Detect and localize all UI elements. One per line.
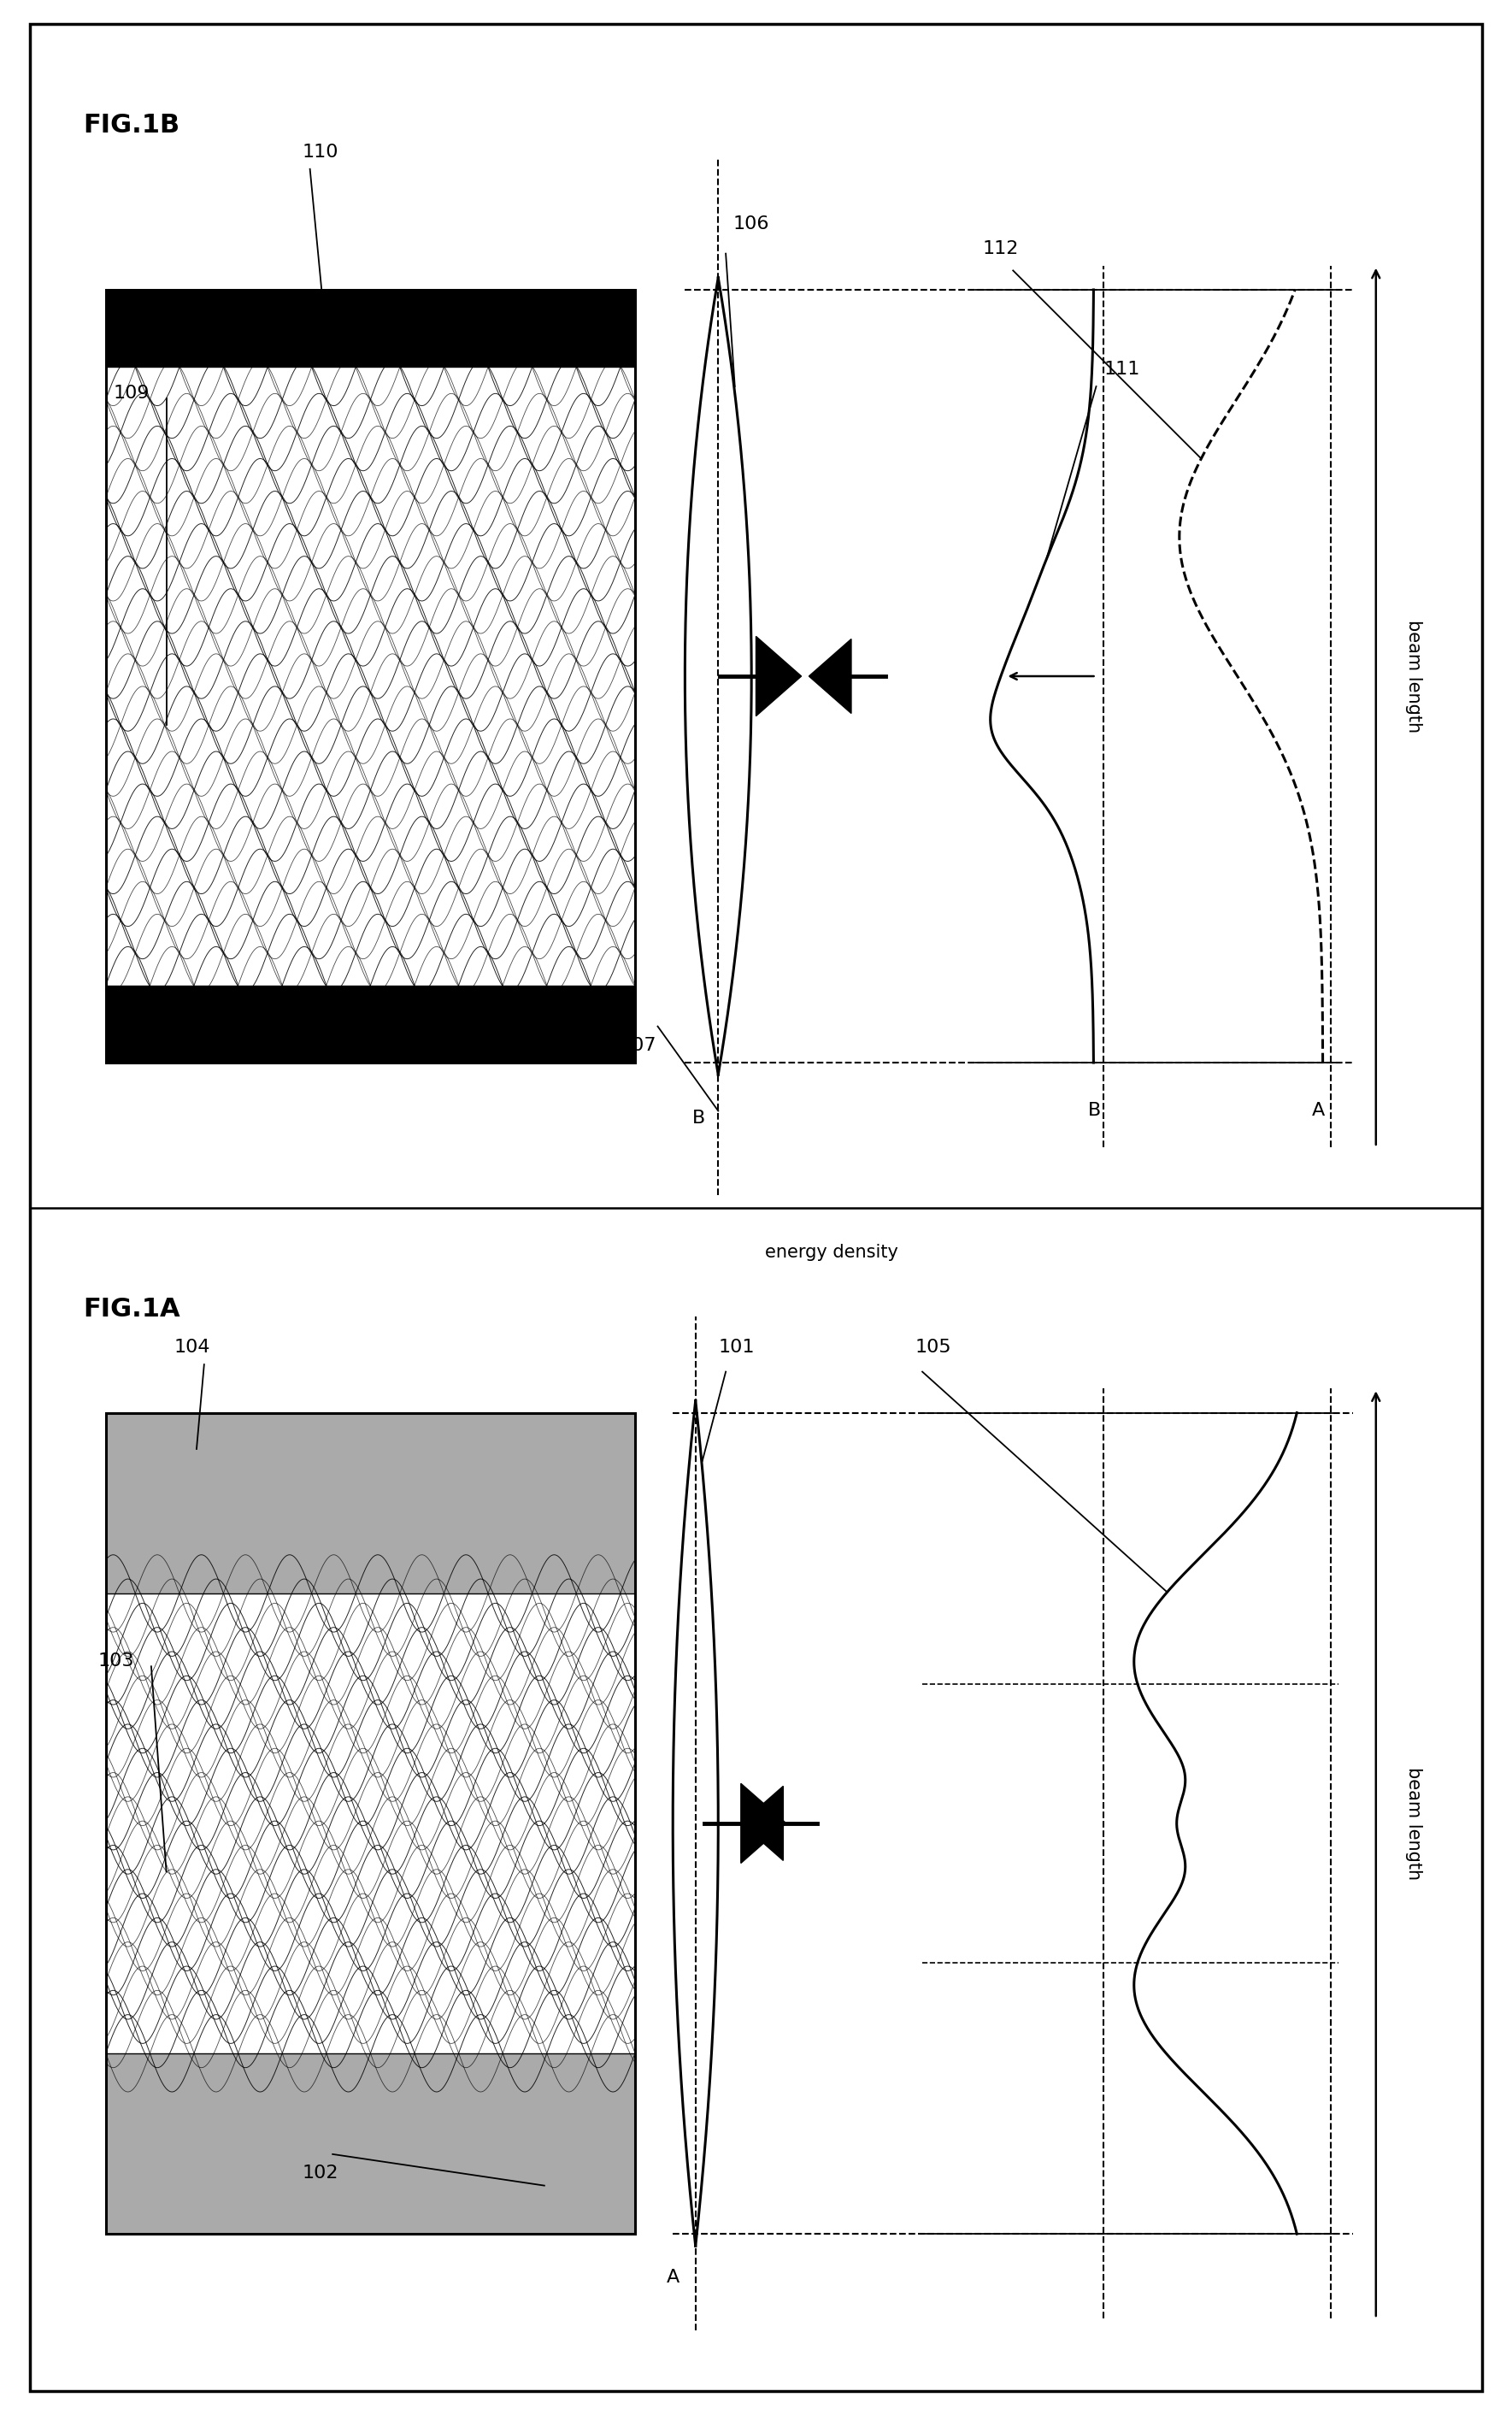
- Text: 103: 103: [98, 1652, 135, 1669]
- Text: B: B: [692, 1108, 705, 1125]
- Polygon shape: [106, 985, 635, 1063]
- Polygon shape: [741, 1787, 783, 1860]
- Text: 107: 107: [620, 1036, 656, 1053]
- Text: 112: 112: [983, 239, 1019, 256]
- Text: 108: 108: [333, 1012, 369, 1029]
- Polygon shape: [106, 2053, 635, 2234]
- Text: FIG.1A: FIG.1A: [83, 1297, 180, 1321]
- Text: energy density: energy density: [765, 1244, 898, 1261]
- Text: 102: 102: [302, 2164, 339, 2181]
- Text: A: A: [667, 2268, 679, 2285]
- Polygon shape: [106, 290, 635, 367]
- Polygon shape: [106, 1413, 635, 1594]
- Text: 110: 110: [302, 142, 339, 159]
- Text: FIG.1B: FIG.1B: [83, 114, 180, 138]
- Polygon shape: [741, 1782, 786, 1864]
- Text: A: A: [1312, 1101, 1325, 1118]
- Text: 109: 109: [113, 384, 150, 401]
- Text: 111: 111: [1104, 360, 1140, 377]
- Text: 101: 101: [718, 1338, 754, 1355]
- Polygon shape: [809, 640, 851, 712]
- Polygon shape: [756, 638, 801, 715]
- Text: 105: 105: [915, 1338, 951, 1355]
- Text: 106: 106: [733, 215, 770, 232]
- Text: 104: 104: [174, 1338, 210, 1355]
- Text: B: B: [1089, 1101, 1101, 1118]
- Text: beam length: beam length: [1405, 621, 1423, 732]
- Text: beam length: beam length: [1405, 1768, 1423, 1879]
